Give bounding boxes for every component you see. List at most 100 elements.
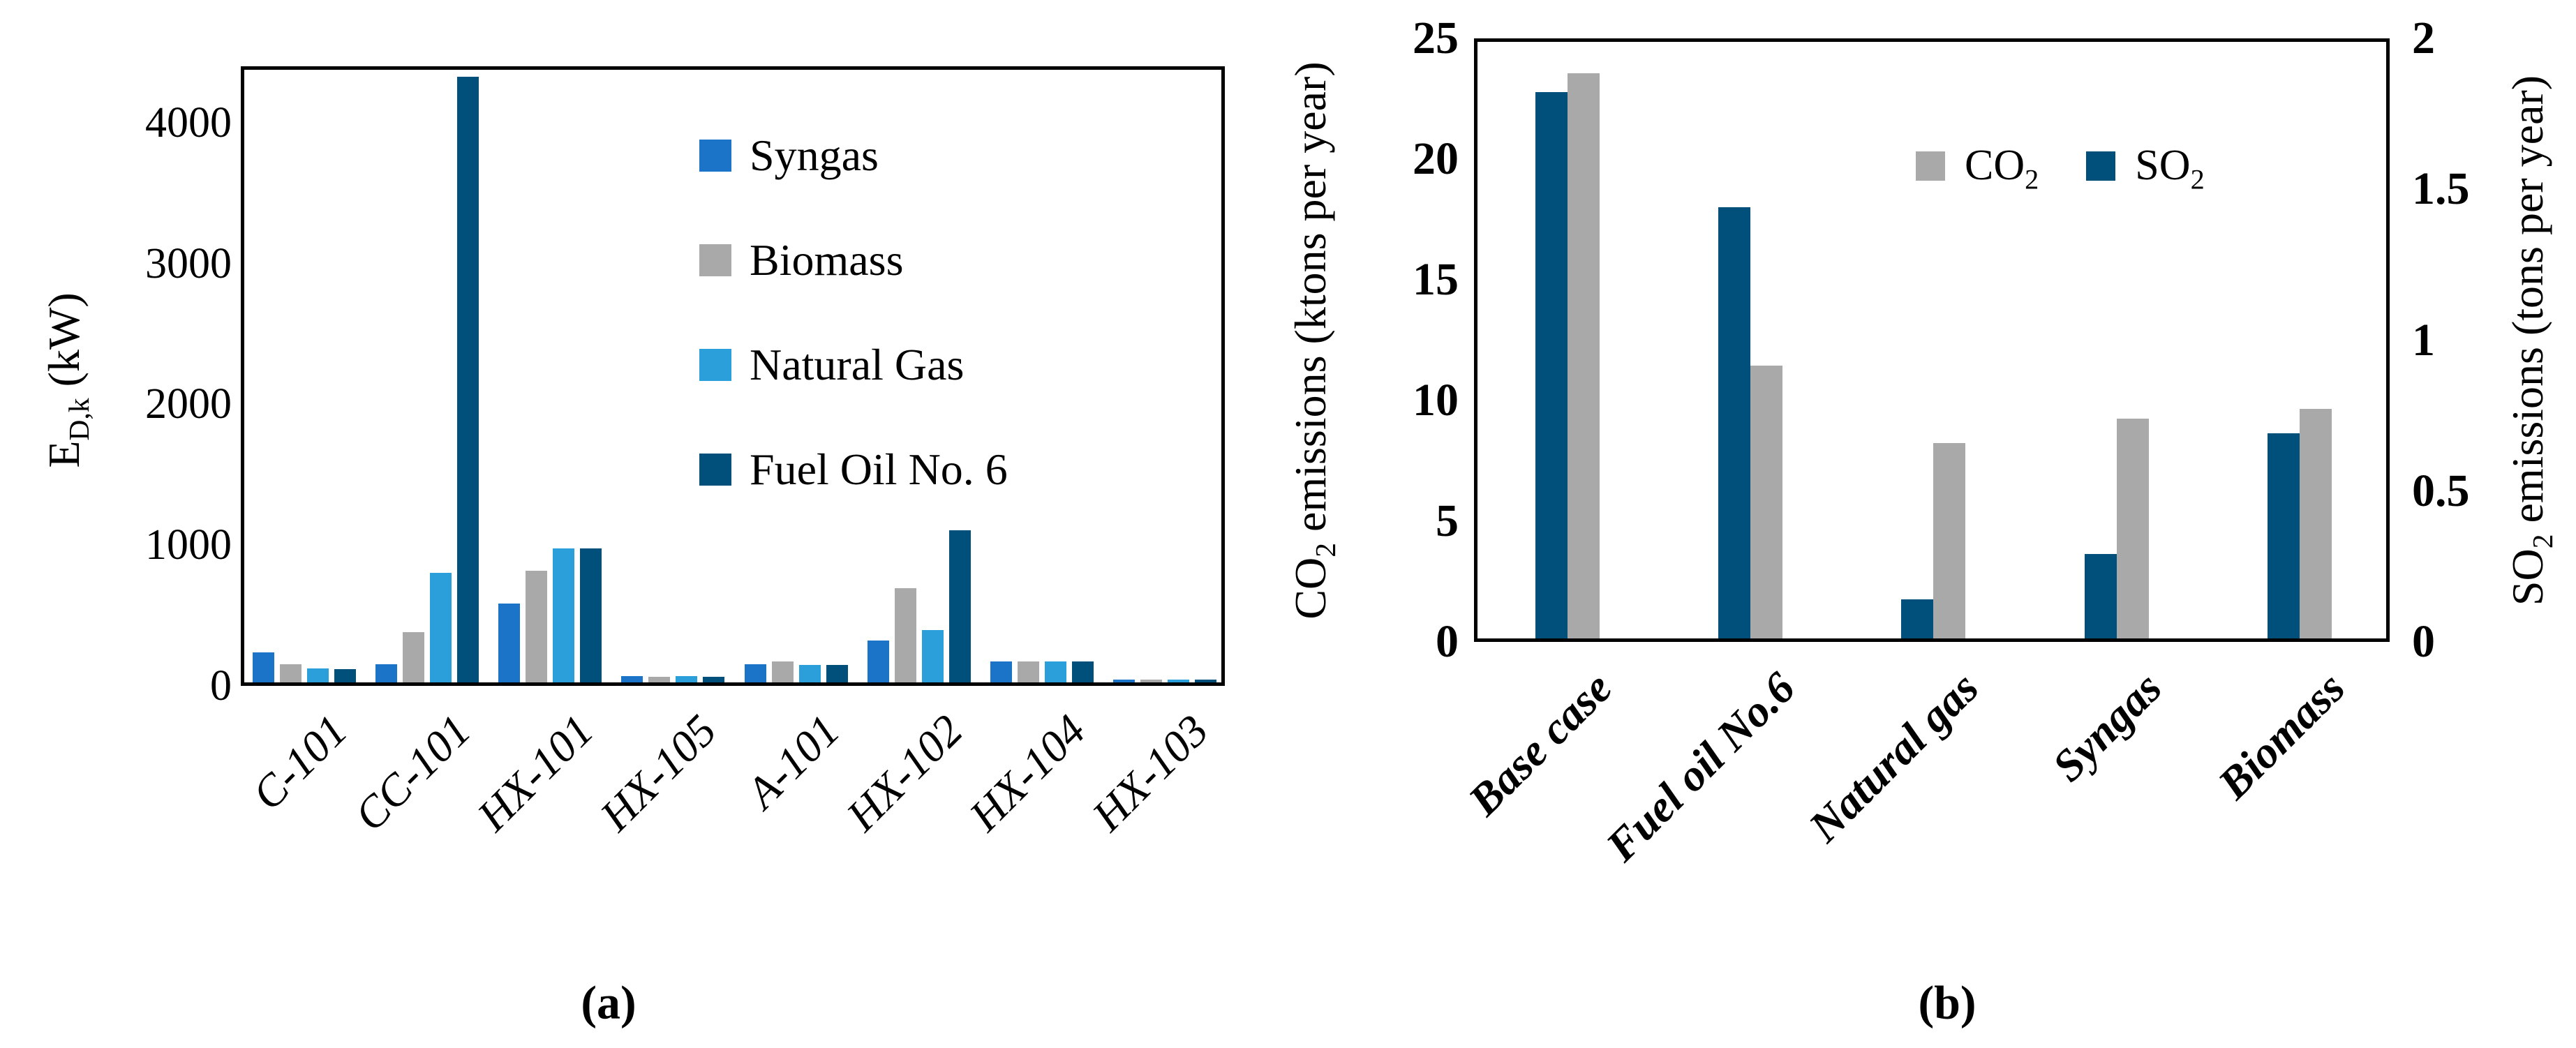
bar-group (1842, 42, 2025, 638)
bar-group (2208, 42, 2391, 638)
bar-group (1103, 70, 1226, 682)
legend-item-fuel-oil: Fuel Oil No. 6 (699, 417, 1008, 522)
bar-syngas-hx-102 (867, 641, 889, 682)
bar-co2-fuel-oil-no-6 (1750, 366, 1783, 638)
bar-co2-base-case (1567, 73, 1600, 638)
bar-so2-syngas (2084, 553, 2117, 638)
bar-syngas-hx-103 (1113, 679, 1136, 682)
panel-b-right-tick-0: 0 (2412, 616, 2435, 667)
bar-natural-gas-cc-101 (429, 572, 452, 682)
panel-b-caption: (b) (1918, 975, 1976, 1029)
bar-syngas-hx-101 (498, 603, 521, 682)
bar-fuel-oil-no-6-cc-101 (456, 77, 479, 682)
legend-label-so2-pre: SO (2135, 142, 2191, 189)
panel-a-caption: (a) (581, 975, 636, 1029)
bar-group (735, 70, 858, 682)
bar-natural-gas-hx-104 (1045, 661, 1067, 682)
panel-a-y-tick-3000: 3000 (145, 239, 232, 287)
bar-natural-gas-hx-103 (1168, 679, 1190, 682)
bar-group (1476, 42, 1659, 638)
legend-label-so2-sub: 2 (2190, 163, 2205, 195)
bar-group (489, 70, 611, 682)
bar-group (366, 70, 489, 682)
bar-group (2025, 42, 2208, 638)
x-tick-label-hx-102: HX-102 (836, 705, 972, 841)
bar-group (858, 70, 981, 682)
so2-color-swatch-icon (2086, 151, 2116, 181)
panel-a-y-tick-0: 0 (210, 662, 232, 710)
natural-gas-color-swatch-icon (699, 349, 731, 381)
bar-fuel-oil-no-6-hx-104 (1072, 661, 1094, 682)
bar-natural-gas-hx-101 (553, 548, 575, 682)
bar-natural-gas-a-101 (798, 664, 821, 682)
bar-so2-fuel-oil-no-6 (1718, 207, 1751, 638)
legend-label-natural-gas: Natural Gas (750, 340, 965, 389)
bar-syngas-cc-101 (375, 664, 397, 682)
legend-label-co2-sub: 2 (2025, 163, 2039, 195)
bar-co2-natural-gas (1933, 442, 1966, 638)
bar-syngas-c-101 (252, 652, 274, 682)
panel-b-right-tick-1-5: 1.5 (2412, 163, 2470, 215)
panel-a-y-tick-1000: 1000 (145, 521, 232, 569)
panel-b-left-tick-10: 10 (1413, 375, 1459, 426)
panel-b-right-tick-0-5: 0.5 (2412, 465, 2470, 516)
bar-so2-base-case (1535, 92, 1568, 638)
bar-natural-gas-c-101 (306, 668, 329, 682)
legend-item-biomass: Biomass (699, 208, 1008, 313)
bar-biomass-hx-105 (648, 676, 671, 682)
fuel-oil-color-swatch-icon (699, 454, 731, 486)
panel-b-legend: CO2 SO2 (1916, 141, 2233, 193)
bar-biomass-cc-101 (402, 632, 424, 682)
bar-so2-biomass (2268, 433, 2300, 638)
x-tick-label-cc-101: CC-101 (344, 705, 480, 841)
bar-syngas-a-101 (744, 664, 766, 682)
bar-natural-gas-hx-105 (676, 675, 698, 682)
bar-syngas-hx-104 (990, 661, 1013, 682)
bar-biomass-c-101 (279, 664, 301, 682)
panel-a-y-tick-4000: 4000 (145, 98, 232, 147)
bar-group (611, 70, 734, 682)
bar-co2-syngas (2116, 419, 2149, 638)
legend-label-co2-pre: CO (1965, 142, 2025, 189)
panel-b-left-tick-25: 25 (1413, 13, 1459, 63)
bar-fuel-oil-no-6-hx-102 (948, 530, 971, 682)
panel-b-left-tick-0: 0 (1436, 616, 1459, 667)
panel-b-left-axis-title-pre: CO (1286, 557, 1335, 620)
bar-group (243, 70, 366, 682)
panel-b-right-axis-title-sub: 2 (2526, 534, 2559, 549)
legend-label-syngas: Syngas (750, 130, 879, 180)
legend-label-co2: CO2 (1965, 141, 2039, 193)
x-tick-label-hx-101: HX-101 (468, 705, 603, 841)
legend-label-fuel-oil: Fuel Oil No. 6 (750, 444, 1008, 494)
x-tick-label-hx-105: HX-105 (590, 705, 726, 841)
panel-b-left-tick-20: 20 (1413, 133, 1459, 184)
biomass-color-swatch-icon (699, 244, 731, 276)
x-tick-label-hx-103: HX-103 (1082, 705, 1218, 841)
x-tick-label-a-101: A-101 (736, 705, 849, 818)
bar-biomass-hx-103 (1140, 679, 1163, 682)
bar-group (1659, 42, 1842, 638)
bar-group (981, 70, 1103, 682)
bar-fuel-oil-no-6-a-101 (826, 664, 848, 682)
bar-syngas-hx-105 (621, 675, 643, 682)
bar-fuel-oil-no-6-hx-105 (703, 676, 725, 682)
bar-biomass-a-101 (771, 661, 794, 682)
bar-co2-biomass (2300, 409, 2332, 638)
panel-b-right-axis-title-pre: SO (2503, 548, 2552, 606)
x-tick-label-hx-104: HX-104 (960, 705, 1095, 841)
panel-a-plot-area: Syngas Biomass Natural Gas Fuel Oil No. … (241, 66, 1225, 686)
bar-fuel-oil-no-6-hx-103 (1195, 679, 1217, 682)
legend-item-natural-gas: Natural Gas (699, 313, 1008, 417)
bar-biomass-hx-102 (894, 587, 916, 682)
x-tick-label-fuel-oil-no-6: Fuel oil No.6 (1596, 662, 1805, 871)
panel-b-right-tick-2: 2 (2412, 13, 2435, 63)
panel-b-left-tick-15: 15 (1413, 254, 1459, 305)
panel-a-legend: Syngas Biomass Natural Gas Fuel Oil No. … (699, 103, 1008, 522)
panel-b-left-tick-5: 5 (1436, 495, 1459, 546)
legend-label-so2: SO2 (2135, 141, 2204, 193)
x-tick-label-c-101: C-101 (242, 705, 357, 820)
bar-so2-natural-gas (1901, 599, 1934, 638)
syngas-color-swatch-icon (699, 140, 731, 172)
legend-label-biomass: Biomass (750, 235, 904, 285)
